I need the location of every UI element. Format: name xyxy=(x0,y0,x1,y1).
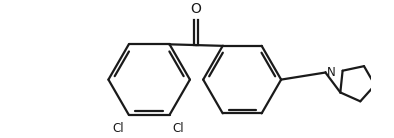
Text: Cl: Cl xyxy=(172,122,184,135)
Text: N: N xyxy=(327,66,336,79)
Text: O: O xyxy=(191,2,202,16)
Text: Cl: Cl xyxy=(113,122,125,135)
